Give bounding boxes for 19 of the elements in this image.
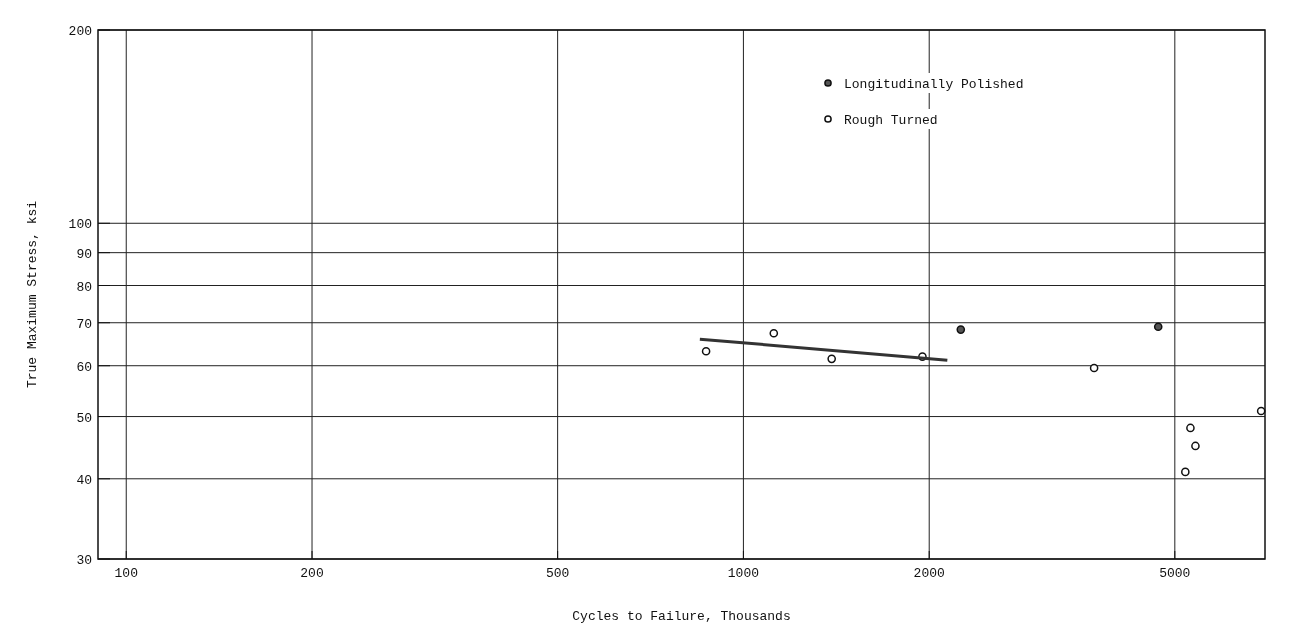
legend-label: Longitudinally Polished bbox=[844, 77, 1024, 92]
x-tick-label: 5000 bbox=[1159, 566, 1191, 581]
y-tick-label: 60 bbox=[76, 359, 92, 375]
x-tick-label: 2000 bbox=[913, 566, 945, 581]
y-tick-label: 40 bbox=[76, 472, 92, 488]
x-tick-label: 500 bbox=[545, 566, 570, 581]
x-axis-title: Cycles to Failure, Thousands bbox=[572, 609, 791, 624]
x-tick-label: 200 bbox=[300, 566, 324, 581]
y-tick-label: 90 bbox=[76, 246, 92, 262]
y-axis-title: True Maximum Stress, ksi bbox=[25, 200, 40, 389]
legend-label: Rough Turned bbox=[844, 113, 938, 128]
y-tick-label: 30 bbox=[76, 553, 92, 568]
y-tick-label: 80 bbox=[76, 279, 92, 295]
y-tick-label: 100 bbox=[68, 217, 92, 233]
y-tick-label: 70 bbox=[76, 316, 92, 332]
y-tick-label: 200 bbox=[68, 24, 92, 39]
y-tick-label: 50 bbox=[76, 410, 92, 426]
x-tick-label: 100 bbox=[114, 566, 138, 581]
x-tick-label: 1000 bbox=[727, 566, 760, 581]
